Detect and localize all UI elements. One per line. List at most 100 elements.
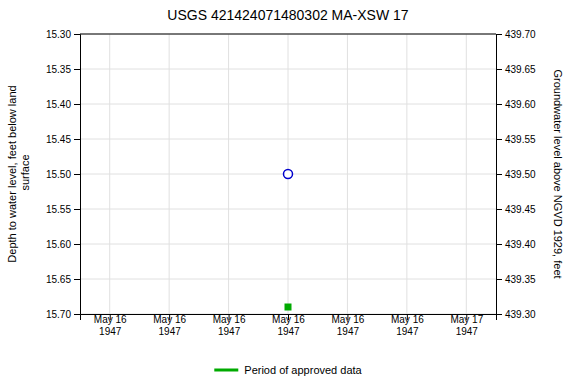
y-tick-mark [74, 209, 80, 210]
y-tick-label: 15.55 [46, 204, 71, 215]
x-tick-label: May 161947 [153, 314, 186, 337]
x-tick-label-line: May 16 [153, 314, 186, 325]
y2-tick-mark [496, 104, 502, 105]
y2-tick-label: 439.60 [505, 99, 536, 110]
y2-tick: 439.60 [496, 99, 536, 110]
grid-line-x [109, 34, 110, 314]
y-tick: 15.40 [46, 99, 80, 110]
legend-label: Period of approved data [244, 364, 362, 376]
x-tick-label-line: May 17 [450, 314, 483, 325]
y2-tick-mark [496, 174, 502, 175]
y-tick-label: 15.50 [46, 169, 71, 180]
point-square [285, 304, 292, 311]
y-tick-label: 15.35 [46, 64, 71, 75]
title: USGS 421424071480302 MA-XSW 17 [167, 7, 408, 23]
series [285, 304, 292, 311]
marks [284, 170, 293, 311]
x-tick: May 161947 [94, 314, 127, 337]
x-tick: May 161947 [332, 314, 365, 337]
x-tick-label-line: May 16 [391, 314, 424, 325]
x-tick-label-line: 1947 [99, 326, 122, 337]
y-tick: 15.45 [46, 134, 80, 145]
y2-axis-label: Groundwater level above NGVD 1929, feet [552, 69, 564, 278]
y-tick-mark [74, 104, 80, 105]
x-tick-label-line: May 16 [272, 314, 305, 325]
x-tick-label: May 161947 [391, 314, 424, 337]
point-circle [284, 170, 293, 179]
x-tick-label: May 171947 [450, 314, 483, 337]
plot: May 161947May 161947May 161947May 161947… [6, 29, 564, 337]
y2-axis: 439.70 439.65 439.60 439.55 439.50 439.45 439.… [496, 29, 536, 320]
y-axis-label-line: surface [19, 154, 31, 193]
y2-tick: 439.45 [496, 204, 536, 215]
legend-item: Period of approved data [214, 364, 362, 376]
y2-tick: 439.50 [496, 169, 536, 180]
y2-tick: 439.55 [496, 134, 536, 145]
x-tick-label-line: 1947 [277, 326, 300, 337]
grid-line-x [228, 34, 229, 314]
y-tick: 15.55 [46, 204, 80, 215]
y-tick: 15.60 [46, 239, 80, 250]
y2-tick-label: 439.65 [505, 64, 536, 75]
x-tick: May 161947 [391, 314, 424, 337]
y2-tick: 439.35 [496, 274, 536, 285]
grid-line-x [347, 34, 348, 314]
x-tick-label: May 161947 [94, 314, 127, 337]
y-tick-label: 15.45 [46, 134, 71, 145]
y2-tick-label: 439.35 [505, 274, 536, 285]
y-tick-mark [74, 139, 80, 140]
x-tick-label-line: May 16 [94, 314, 127, 325]
y2-tick-label: 439.30 [505, 309, 536, 320]
chart: May 161947May 161947May 161947May 161947… [0, 0, 576, 384]
y2-tick-mark [496, 279, 502, 280]
y2-tick-mark [496, 209, 502, 210]
x-tick-label: May 161947 [332, 314, 365, 337]
y-tick: 15.35 [46, 64, 80, 75]
y2-tick-label: 439.45 [505, 204, 536, 215]
x-tick: May 161947 [272, 314, 305, 337]
x-tick-label-line: 1947 [396, 326, 419, 337]
x-tick-label: May 161947 [213, 314, 246, 337]
y-tick: 15.70 [46, 309, 80, 320]
y2-tick-mark [496, 69, 502, 70]
y-tick-label: 15.70 [46, 309, 71, 320]
x-tick-label-line: 1947 [337, 326, 360, 337]
y-axis-line [74, 35, 81, 315]
y-tick-label: 15.40 [46, 99, 71, 110]
y-axis: 15.30 15.35 15.40 15.45 15.50 15.55 15.60 15.65… [46, 29, 81, 320]
frame-top [80, 34, 496, 35]
y2-tick: 439.40 [496, 239, 536, 250]
y-tick-mark [74, 34, 80, 35]
x-tick-label: May 161947 [272, 314, 305, 337]
y2-tick-mark [496, 244, 502, 245]
grid-line-y [80, 34, 496, 35]
x-tick-label-line: 1947 [159, 326, 182, 337]
y-tick-label: 15.60 [46, 239, 71, 250]
y2-tick-mark [496, 139, 502, 140]
y-tick-mark [74, 279, 80, 280]
y2-tick-label: 439.70 [505, 29, 536, 40]
y-tick-mark [74, 69, 80, 70]
series [284, 170, 293, 179]
y2-tick: 439.30 [496, 309, 536, 320]
y-tick: 15.50 [46, 169, 80, 180]
y-tick-mark [74, 244, 80, 245]
x-tick: May 161947 [213, 314, 246, 337]
y2-tick-label: 439.55 [505, 134, 536, 145]
legend: Period of approved data [214, 364, 362, 376]
y-tick: 15.30 [46, 29, 80, 40]
y2-tick-mark [496, 314, 502, 315]
y2-tick-label: 439.50 [505, 169, 536, 180]
y2-tick: 439.65 [496, 64, 536, 75]
y-tick-label: 15.65 [46, 274, 71, 285]
x-tick-label-line: 1947 [218, 326, 241, 337]
grid-line-x [406, 34, 407, 314]
x-tick: May 161947 [153, 314, 186, 337]
x-axis: May 161947May 161947May 161947May 161947… [81, 314, 497, 337]
y2-axis-line [497, 35, 503, 315]
y-tick: 15.65 [46, 274, 80, 285]
y-tick-mark [74, 174, 80, 175]
y2-tick-label: 439.40 [505, 239, 536, 250]
x-tick-label-line: 1947 [456, 326, 479, 337]
x-tick-label-line: May 16 [213, 314, 246, 325]
